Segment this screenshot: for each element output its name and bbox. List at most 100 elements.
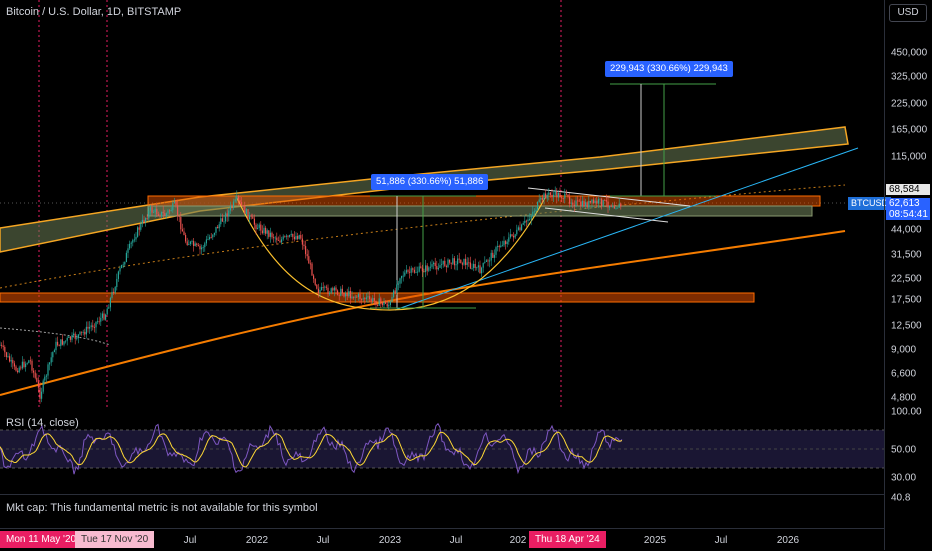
candle-body bbox=[367, 296, 369, 298]
price-badge-current: 62,613 bbox=[886, 198, 930, 209]
candle-body bbox=[530, 215, 532, 220]
candle-body bbox=[263, 227, 265, 234]
candle-body bbox=[465, 258, 467, 265]
price-badge-68584: 68,584 bbox=[886, 184, 930, 195]
candle-body bbox=[417, 271, 419, 273]
time-axis[interactable]: Mon 11 May '20 Tue 17 Nov '20 Jul 2022 J… bbox=[0, 528, 884, 551]
candle-body bbox=[501, 245, 503, 247]
candle-body bbox=[180, 217, 182, 230]
candle-body bbox=[28, 360, 30, 364]
candle-body bbox=[273, 237, 275, 239]
price-label: 31,500 bbox=[891, 249, 922, 261]
candle-body bbox=[303, 244, 305, 247]
candle-body bbox=[140, 223, 142, 230]
candle-body bbox=[300, 235, 302, 239]
candle-body bbox=[617, 207, 619, 209]
candle-body bbox=[185, 234, 187, 242]
candle-body bbox=[226, 213, 228, 217]
candle-body bbox=[218, 224, 220, 229]
candle-body bbox=[554, 191, 556, 195]
candle-body bbox=[151, 207, 153, 213]
candle-body bbox=[197, 245, 199, 246]
candle-body bbox=[564, 193, 566, 199]
candle-body bbox=[589, 200, 591, 203]
candle-body bbox=[186, 241, 188, 246]
candle-body bbox=[45, 375, 47, 377]
candle-body bbox=[599, 198, 601, 200]
candle-body bbox=[391, 297, 393, 302]
candle-body bbox=[431, 264, 433, 267]
candle-body bbox=[514, 234, 516, 238]
candle-body bbox=[279, 240, 281, 243]
candle-body bbox=[569, 196, 571, 204]
pennant-lower bbox=[544, 207, 669, 223]
price-axis[interactable]: USD 450,000 325,000 225,000 165,000 115,… bbox=[884, 0, 932, 550]
candle-body bbox=[361, 299, 363, 300]
candle-body bbox=[242, 205, 244, 207]
candle-body bbox=[199, 245, 201, 250]
candle-body bbox=[111, 291, 113, 298]
candle-body bbox=[52, 352, 54, 358]
rsi-axis-label: 40.8 bbox=[891, 492, 911, 504]
candle-body bbox=[468, 262, 470, 264]
candle-body bbox=[41, 391, 43, 399]
candle-body bbox=[508, 237, 510, 242]
time-label-2022: 2022 bbox=[245, 535, 269, 546]
main-chart-pane[interactable]: Bitcoin / U.S. Dollar, 1D, BITSTAMP 51,8… bbox=[0, 0, 892, 410]
candle-body bbox=[393, 290, 395, 298]
candle-body bbox=[169, 210, 171, 212]
candle-body bbox=[61, 339, 63, 345]
candle-body bbox=[23, 361, 25, 368]
candle-body bbox=[452, 258, 454, 264]
candle-body bbox=[335, 287, 337, 291]
candle-body bbox=[268, 230, 270, 237]
candle-body bbox=[471, 267, 473, 269]
candle-body bbox=[12, 360, 14, 364]
candle-body bbox=[426, 265, 428, 271]
candle-body bbox=[588, 200, 590, 208]
candle-body bbox=[481, 267, 483, 274]
candle-body bbox=[239, 199, 241, 203]
candle-body bbox=[572, 202, 574, 205]
candle-body bbox=[444, 260, 446, 266]
candle-body bbox=[82, 331, 84, 333]
time-badge-apr-2024: Thu 18 Apr '24 bbox=[529, 531, 606, 548]
candle-body bbox=[4, 346, 6, 353]
candle-body bbox=[196, 243, 198, 246]
price-candles bbox=[0, 186, 622, 404]
price-label: 115,000 bbox=[891, 151, 927, 163]
candle-body bbox=[295, 236, 297, 240]
currency-button[interactable]: USD bbox=[889, 4, 927, 22]
measure-label-1[interactable]: 51,886 (330.66%) 51,886 bbox=[371, 174, 489, 190]
candle-body bbox=[293, 236, 295, 240]
candle-body bbox=[132, 240, 134, 243]
candle-body bbox=[90, 325, 92, 327]
rsi-pane[interactable]: RSI (14, close) bbox=[0, 412, 884, 494]
candle-body bbox=[191, 241, 193, 242]
candle-body bbox=[137, 227, 139, 237]
candle-body bbox=[380, 298, 382, 303]
candle-body bbox=[487, 260, 489, 262]
candle-body bbox=[364, 298, 366, 300]
candle-body bbox=[233, 201, 235, 208]
candle-body bbox=[545, 193, 547, 199]
candle-body bbox=[377, 304, 379, 306]
candle-body bbox=[220, 218, 222, 225]
time-label-jul: Jul bbox=[316, 535, 330, 546]
candle-body bbox=[453, 258, 455, 266]
candle-body bbox=[175, 201, 177, 206]
candle-body bbox=[340, 288, 342, 296]
candle-body bbox=[84, 331, 86, 335]
candle-body bbox=[597, 199, 599, 204]
candle-body bbox=[421, 267, 423, 272]
candle-body bbox=[506, 241, 508, 245]
candle-body bbox=[423, 271, 425, 273]
candle-body bbox=[285, 235, 287, 237]
price-chart[interactable] bbox=[0, 0, 884, 410]
resistance-zone bbox=[147, 195, 821, 207]
candle-body bbox=[425, 265, 427, 273]
candle-body bbox=[519, 227, 521, 231]
candle-body bbox=[415, 272, 417, 273]
measure-label-2[interactable]: 229,943 (330.66%) 229,943 bbox=[605, 61, 733, 77]
candle-body bbox=[237, 196, 239, 200]
